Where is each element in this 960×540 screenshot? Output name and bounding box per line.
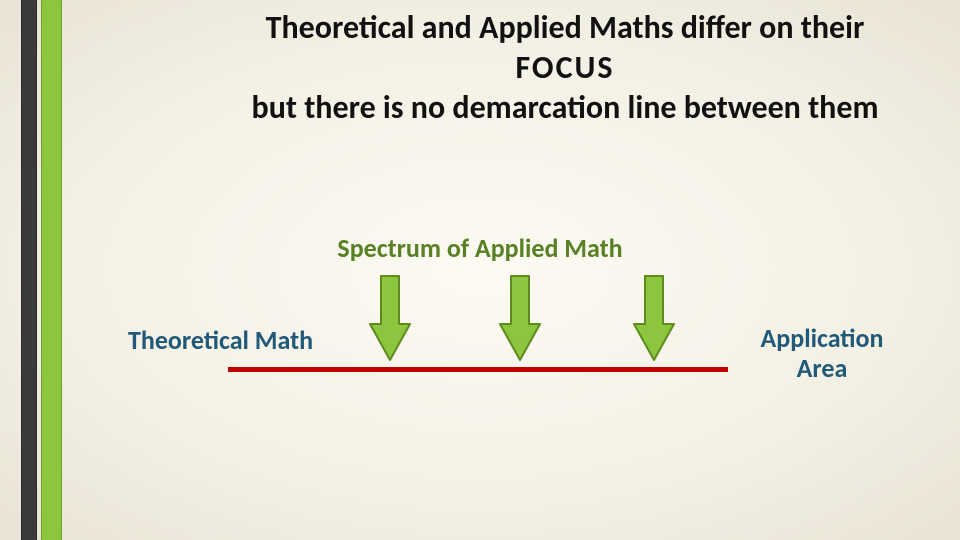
spectrum-line xyxy=(228,367,728,372)
title-block: Theoretical and Applied Maths differ on … xyxy=(190,8,940,128)
down-arrow-icon xyxy=(632,274,676,362)
right-label-application: Application Area xyxy=(742,324,902,384)
right-label-line-1: Application xyxy=(742,324,902,354)
spectrum-label: Spectrum of Applied Math xyxy=(0,232,960,264)
stripe-green xyxy=(42,0,61,540)
right-label-line-2: Area xyxy=(742,354,902,384)
title-line-1: Theoretical and Applied Maths differ on … xyxy=(190,8,940,48)
down-arrow-icon xyxy=(368,274,412,362)
title-line-3: but there is no demarcation line between… xyxy=(190,88,940,128)
down-arrow-icon xyxy=(498,274,542,362)
left-label-theoretical: Theoretical Math xyxy=(128,324,313,356)
title-line-2: FOCUS xyxy=(190,48,940,88)
stripe-dark xyxy=(22,0,36,540)
